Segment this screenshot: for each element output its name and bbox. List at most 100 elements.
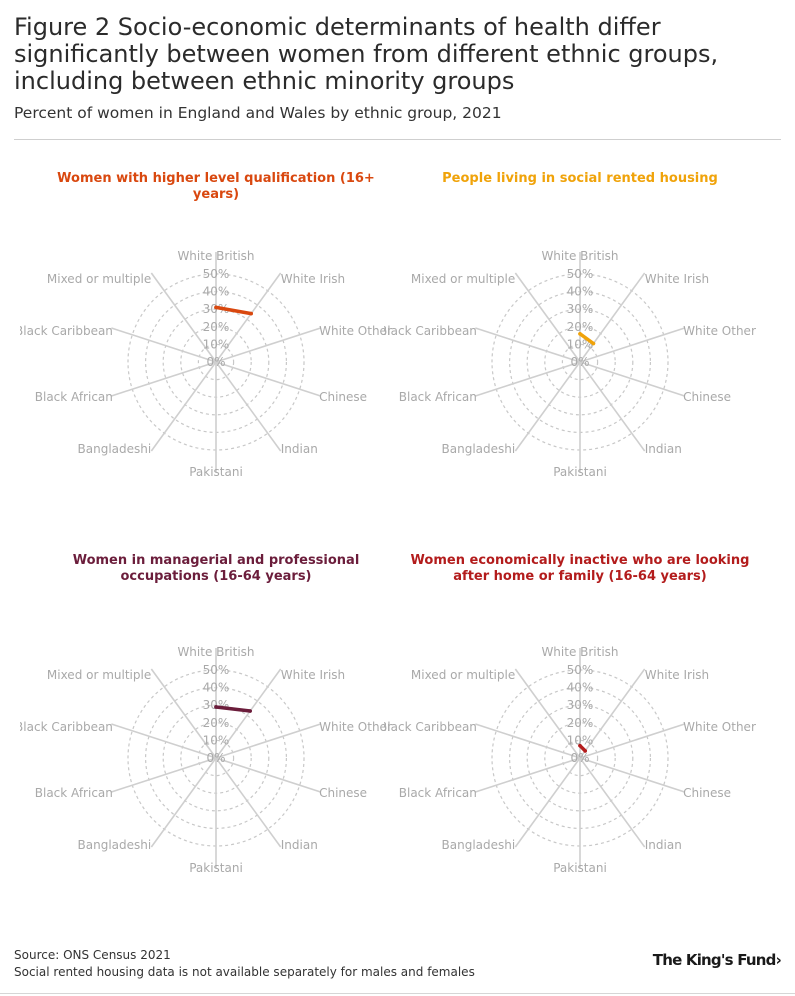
axis-label-white-other: White Other (683, 720, 756, 734)
axis-spoke (111, 723, 217, 759)
axis-label-mixed-or-multiple: Mixed or multiple (47, 272, 151, 286)
axis-label-chinese: Chinese (319, 786, 367, 800)
axis-spoke (215, 757, 321, 793)
tick-label: 50% (203, 267, 230, 281)
axis-label-black-caribbean: Black Caribbean (20, 720, 113, 734)
axis-spoke (215, 361, 282, 452)
axis-label-bangladeshi: Bangladeshi (78, 838, 152, 852)
kings-fund-logo: The King's Fund› (652, 951, 782, 969)
tick-label: 0% (206, 355, 225, 369)
tick-label: 30% (567, 302, 594, 316)
tick-label: 40% (567, 681, 594, 695)
tick-label: 10% (567, 337, 594, 351)
grid-ring (197, 343, 235, 381)
axis-spoke (215, 361, 321, 397)
axis-spoke (475, 723, 581, 759)
axis-label-chinese: Chinese (683, 390, 731, 404)
tick-label: 30% (567, 698, 594, 712)
axis-label-white-british: White British (177, 249, 254, 263)
axis-spoke (579, 668, 646, 759)
axis-label-mixed-or-multiple: Mixed or multiple (47, 668, 151, 682)
data-point (214, 705, 218, 709)
tick-label: 20% (203, 716, 230, 730)
axis-spoke (514, 757, 581, 848)
data-point (248, 709, 252, 713)
axis-label-white-irish: White Irish (645, 272, 709, 286)
axis-label-indian: Indian (281, 838, 318, 852)
series-line (578, 332, 596, 346)
tick-label: 20% (567, 320, 594, 334)
tick-label: 10% (567, 733, 594, 747)
axis-label-white-other: White Other (683, 324, 756, 338)
series-line (214, 305, 253, 316)
axis-label-bangladeshi: Bangladeshi (442, 442, 516, 456)
axis-spoke (579, 361, 646, 452)
axis-label-black-caribbean: Black Caribbean (20, 324, 113, 338)
axis-spoke (514, 668, 581, 759)
panel-title-line: occupations (16-64 years) (121, 569, 312, 584)
tick-label: 10% (203, 337, 230, 351)
axis-label-pakistani: Pakistani (553, 465, 607, 479)
axis-label-pakistani: Pakistani (553, 861, 607, 875)
axis-label-white-british: White British (541, 645, 618, 659)
figure-title: Figure 2 Socio-economic determinants of … (14, 13, 719, 95)
axis-label-pakistani: Pakistani (189, 861, 243, 875)
radar-chart-social-housing: People living in social rented housing 0%… (384, 171, 756, 479)
axis-spoke (579, 327, 685, 363)
source-note: Source: ONS Census 2021 (14, 948, 171, 962)
axis-spoke (579, 361, 685, 397)
panel-title-line: Women economically inactive who are look… (411, 553, 750, 568)
data-point (249, 311, 253, 316)
axis-spoke (579, 272, 646, 363)
axis-spoke (514, 361, 581, 452)
axis-label-pakistani: Pakistani (189, 465, 243, 479)
tick-label: 40% (567, 285, 594, 299)
axis-spoke (150, 757, 217, 848)
tick-label: 0% (570, 355, 589, 369)
axis-label-mixed-or-multiple: Mixed or multiple (411, 668, 515, 682)
axis-spoke (215, 757, 282, 848)
radar-chart-economically-inactive: Women economically inactive who are look… (384, 553, 756, 875)
grid-ring (561, 739, 599, 777)
axis-label-white-other: White Other (319, 720, 392, 734)
axis-spoke (514, 272, 581, 363)
logo-text: The King's Fund (652, 951, 777, 969)
axis-label-black-african: Black African (35, 390, 113, 404)
axis-label-white-irish: White Irish (645, 668, 709, 682)
axis-label-chinese: Chinese (683, 786, 731, 800)
panel-title-line: after home or family (16-64 years) (453, 569, 706, 584)
radar-chart-managerial-occupations: Women in managerial and professionaloccu… (20, 553, 392, 875)
data-point (591, 341, 596, 346)
tick-label: 20% (203, 320, 230, 334)
data-point (578, 332, 582, 336)
axis-spoke (215, 327, 321, 363)
tick-label: 50% (567, 267, 594, 281)
tick-label: 50% (203, 663, 230, 677)
axis-spoke (475, 757, 581, 793)
axis-spoke (215, 668, 282, 759)
data-point (578, 743, 582, 748)
tick-label: 20% (567, 716, 594, 730)
tick-label: 0% (570, 751, 589, 765)
axis-label-white-other: White Other (319, 324, 392, 338)
axis-spoke (150, 668, 217, 759)
axis-spoke (579, 723, 685, 759)
tick-label: 10% (203, 733, 230, 747)
axis-label-bangladeshi: Bangladeshi (78, 442, 152, 456)
axis-label-white-british: White British (177, 645, 254, 659)
grid-ring (561, 343, 599, 381)
panel-title-line: People living in social rented housing (442, 171, 718, 186)
figure-subtitle: Percent of women in England and Wales by… (14, 104, 502, 122)
axis-spoke (150, 272, 217, 363)
data-point (583, 749, 587, 753)
axis-spoke (215, 272, 282, 363)
logo-arrow-icon: › (775, 951, 782, 969)
footer-divider (0, 993, 795, 994)
axis-label-black-african: Black African (399, 390, 477, 404)
axis-spoke (579, 757, 685, 793)
axis-label-bangladeshi: Bangladeshi (442, 838, 516, 852)
tick-label: 40% (203, 681, 230, 695)
header-divider (14, 139, 781, 140)
series-line (214, 705, 252, 713)
axis-spoke (475, 327, 581, 363)
